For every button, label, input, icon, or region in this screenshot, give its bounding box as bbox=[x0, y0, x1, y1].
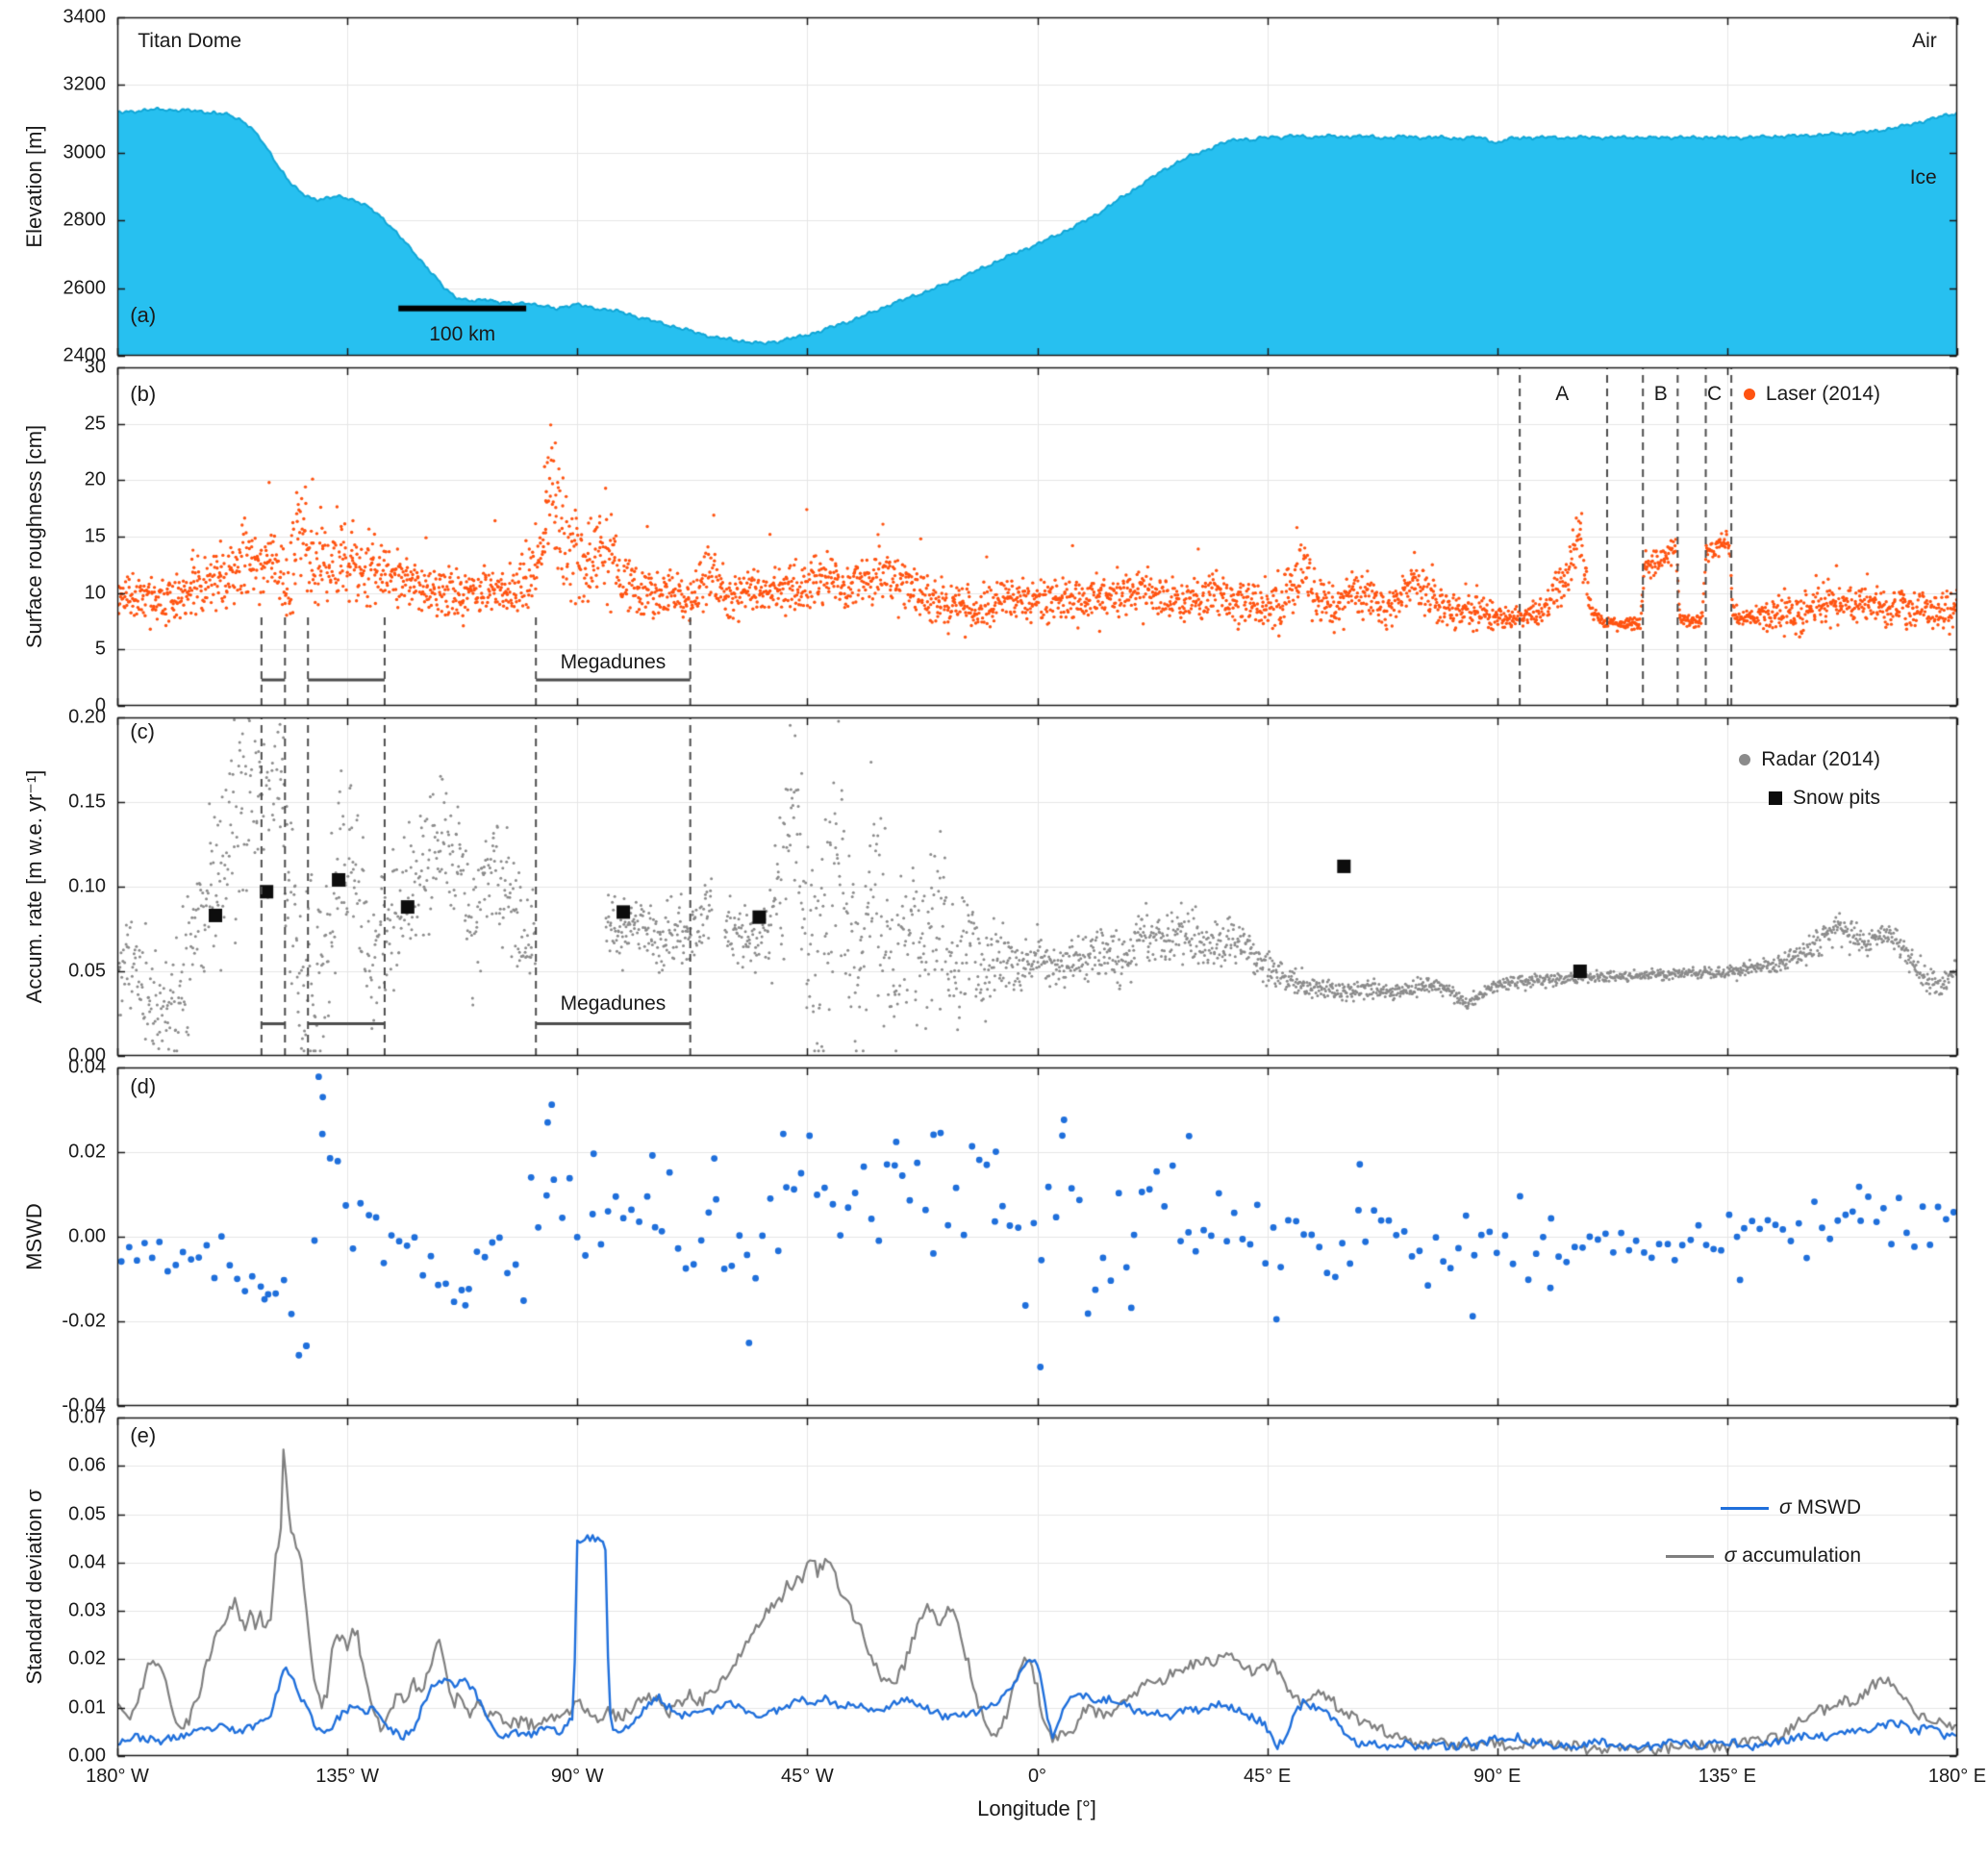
snow-pit-square-swatch bbox=[1768, 791, 1782, 805]
y-tick-label: 0.07 bbox=[68, 1406, 106, 1428]
legend-item-sigma-accumulation: σ accumulation bbox=[1665, 1544, 1861, 1568]
y-tick-label: 0 bbox=[94, 694, 106, 716]
y-tick-label: 0.10 bbox=[68, 875, 106, 897]
y-tick-label: 20 bbox=[84, 468, 106, 490]
y-tick-label: 3000 bbox=[63, 141, 107, 163]
y-tick-label: 0.20 bbox=[68, 706, 106, 728]
x-tick-label: 0° bbox=[1027, 1766, 1047, 1787]
y-tick-label: -0.04 bbox=[62, 1394, 106, 1417]
y-tick-label: 0.06 bbox=[68, 1454, 106, 1476]
y-tick-label: 0.05 bbox=[68, 960, 106, 982]
y-axis-label-std-deviation: Standard deviation σ bbox=[22, 1489, 46, 1685]
y-tick-label: 25 bbox=[84, 413, 106, 435]
y-tick-label: 0.04 bbox=[68, 1056, 106, 1078]
y-tick-label: 2400 bbox=[63, 344, 107, 366]
legend-label-snow-pits: Snow pits bbox=[1792, 787, 1880, 809]
sigma-mswd-line-swatch bbox=[1720, 1506, 1769, 1510]
y-tick-label: 0.05 bbox=[68, 1503, 106, 1525]
legend-label-sigma-accumulation: σ accumulation bbox=[1724, 1544, 1861, 1568]
x-tick-label: 135° W bbox=[315, 1766, 380, 1787]
y-axis-label-mswd: MSWD bbox=[22, 1203, 46, 1270]
y-tick-label: 10 bbox=[84, 582, 106, 604]
y-tick-label: 0.15 bbox=[68, 790, 106, 813]
y-axis-label-accumulation: Accum. rate [m w.e. yr⁻¹] bbox=[22, 769, 46, 1004]
panel-letter-b: (b) bbox=[130, 382, 157, 407]
label-megadunes-roughness: Megadunes bbox=[560, 651, 667, 674]
panel-letter-a: (a) bbox=[130, 302, 157, 327]
legend-item-snow-pits: Snow pits bbox=[1768, 787, 1880, 810]
y-tick-label: 5 bbox=[94, 638, 106, 660]
y-tick-label: 30 bbox=[84, 356, 106, 378]
y-tick-label: 3200 bbox=[63, 73, 107, 95]
y-tick-label: 0.03 bbox=[68, 1599, 106, 1621]
x-tick-label: 135° E bbox=[1698, 1766, 1757, 1787]
x-tick-label: 180° E bbox=[1927, 1766, 1987, 1787]
y-tick-label: 0.04 bbox=[68, 1551, 106, 1573]
legend-label-sigma-mswd: σ MSWD bbox=[1779, 1496, 1861, 1519]
y-tick-label: 3400 bbox=[63, 6, 107, 28]
label-ice: Ice bbox=[1909, 166, 1937, 189]
sigma-symbol: σ bbox=[1724, 1544, 1737, 1567]
x-tick-label: 45° W bbox=[781, 1766, 834, 1787]
sigma-symbol: σ bbox=[1778, 1496, 1792, 1518]
laser-dot-swatch bbox=[1743, 389, 1755, 400]
legend-std-deviation: σ MSWD σ accumulation bbox=[1665, 1496, 1861, 1568]
legend-label-radar: Radar (2014) bbox=[1761, 748, 1880, 770]
scalebar-label: 100 km bbox=[429, 323, 496, 346]
legend-label-text: MSWD bbox=[1797, 1496, 1862, 1518]
label-megadunes-accumulation: Megadunes bbox=[560, 992, 667, 1016]
x-tick-label: 90° W bbox=[550, 1766, 604, 1787]
y-tick-label: 0.02 bbox=[68, 1647, 106, 1669]
label-section-b: B bbox=[1653, 383, 1668, 406]
legend-label-laser: Laser (2014) bbox=[1765, 383, 1880, 405]
legend-item-sigma-mswd: σ MSWD bbox=[1720, 1496, 1861, 1519]
label-titan-dome: Titan Dome bbox=[138, 29, 242, 52]
legend-accumulation: Radar (2014) Snow pits bbox=[1739, 748, 1880, 810]
sigma-accumulation-line-swatch bbox=[1665, 1554, 1714, 1558]
y-tick-label: 2600 bbox=[63, 277, 107, 299]
x-tick-label: 90° E bbox=[1473, 1766, 1522, 1787]
y-tick-label: 2800 bbox=[63, 209, 107, 231]
label-section-a: A bbox=[1555, 383, 1570, 406]
y-tick-label: 15 bbox=[84, 525, 106, 547]
y-axis-label-roughness: Surface roughness [cm] bbox=[22, 424, 46, 649]
panel-letter-c: (c) bbox=[130, 718, 155, 743]
legend-roughness: Laser (2014) bbox=[1743, 383, 1880, 406]
y-tick-label: -0.02 bbox=[62, 1310, 106, 1332]
y-tick-label: 0.00 bbox=[68, 1744, 106, 1767]
x-tick-label: 180° W bbox=[86, 1766, 149, 1787]
y-tick-label: 0.02 bbox=[68, 1141, 106, 1163]
legend-item-laser: Laser (2014) bbox=[1743, 383, 1880, 406]
panel-letter-d: (d) bbox=[130, 1073, 157, 1098]
legend-label-text: accumulation bbox=[1742, 1544, 1861, 1567]
y-axis-label-elevation: Elevation [m] bbox=[22, 125, 46, 248]
x-axis-label-longitude: Longitude [°] bbox=[977, 1796, 1096, 1820]
y-tick-label: 0.00 bbox=[68, 1044, 106, 1067]
legend-item-radar: Radar (2014) bbox=[1739, 748, 1880, 771]
label-air: Air bbox=[1912, 29, 1937, 52]
x-tick-label: 45° E bbox=[1244, 1766, 1292, 1787]
radar-dot-swatch bbox=[1739, 754, 1751, 765]
y-tick-label: 0.01 bbox=[68, 1696, 106, 1719]
y-tick-label: 0.00 bbox=[68, 1225, 106, 1247]
panel-letter-e: (e) bbox=[130, 1423, 157, 1448]
label-section-c: C bbox=[1706, 383, 1723, 406]
